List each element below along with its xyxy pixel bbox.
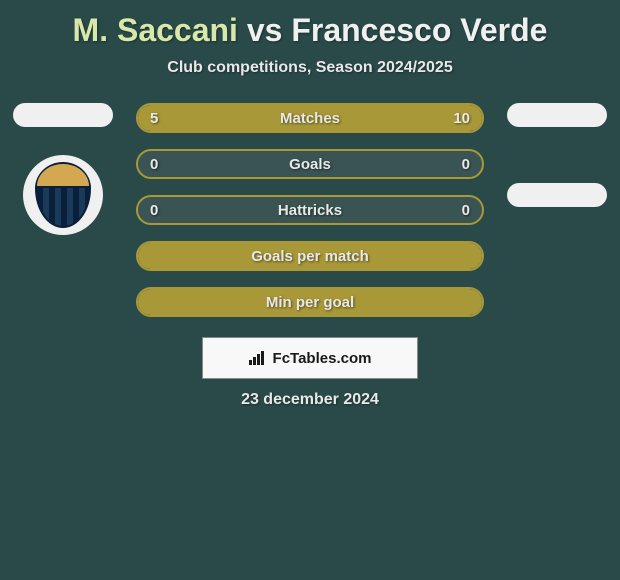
bar-value-left: 0 xyxy=(150,197,158,223)
bar-label: Goals xyxy=(138,151,482,177)
player1-club-badge xyxy=(23,155,103,235)
subtitle: Club competitions, Season 2024/2025 xyxy=(0,59,620,77)
stat-bar-matches: Matches5 10 xyxy=(136,103,484,133)
bar-value-left: 0 xyxy=(150,151,158,177)
bar-label: Min per goal xyxy=(138,289,482,315)
badge-text: FcTables.com xyxy=(273,350,372,367)
club-crest-icon xyxy=(35,162,91,228)
title-vs: vs xyxy=(247,12,283,48)
stat-bar-goals: Goals0 0 xyxy=(136,149,484,179)
page-title: M. Saccani vs Francesco Verde xyxy=(0,12,620,49)
bar-value-left: 5 xyxy=(150,105,158,131)
bar-value-right: 0 xyxy=(462,197,470,223)
date-label: 23 december 2024 xyxy=(0,391,620,409)
title-player1: M. Saccani xyxy=(73,12,238,48)
title-player2: Francesco Verde xyxy=(291,12,547,48)
chart-bars-icon xyxy=(249,351,267,365)
fctables-badge[interactable]: FcTables.com xyxy=(202,337,418,379)
bar-label: Goals per match xyxy=(138,243,482,269)
player1-avatar xyxy=(13,103,113,127)
player2-avatar xyxy=(507,103,607,127)
main-content: Matches510Goals00Hattricks00Goals per ma… xyxy=(0,103,620,333)
bar-label: Hattricks xyxy=(138,197,482,223)
left-side xyxy=(8,103,118,333)
header: M. Saccani vs Francesco Verde Club compe… xyxy=(0,0,620,81)
right-side xyxy=(502,103,612,333)
stat-bar-min-per-goal: Min per goal xyxy=(136,287,484,317)
bar-label: Matches xyxy=(138,105,482,131)
stat-bars: Matches510Goals00Hattricks00Goals per ma… xyxy=(118,103,502,333)
bar-value-right: 10 xyxy=(453,105,470,131)
player2-club-placeholder xyxy=(507,183,607,207)
stat-bar-goals-per-match: Goals per match xyxy=(136,241,484,271)
stat-bar-hattricks: Hattricks0 0 xyxy=(136,195,484,225)
bar-value-right: 0 xyxy=(462,151,470,177)
